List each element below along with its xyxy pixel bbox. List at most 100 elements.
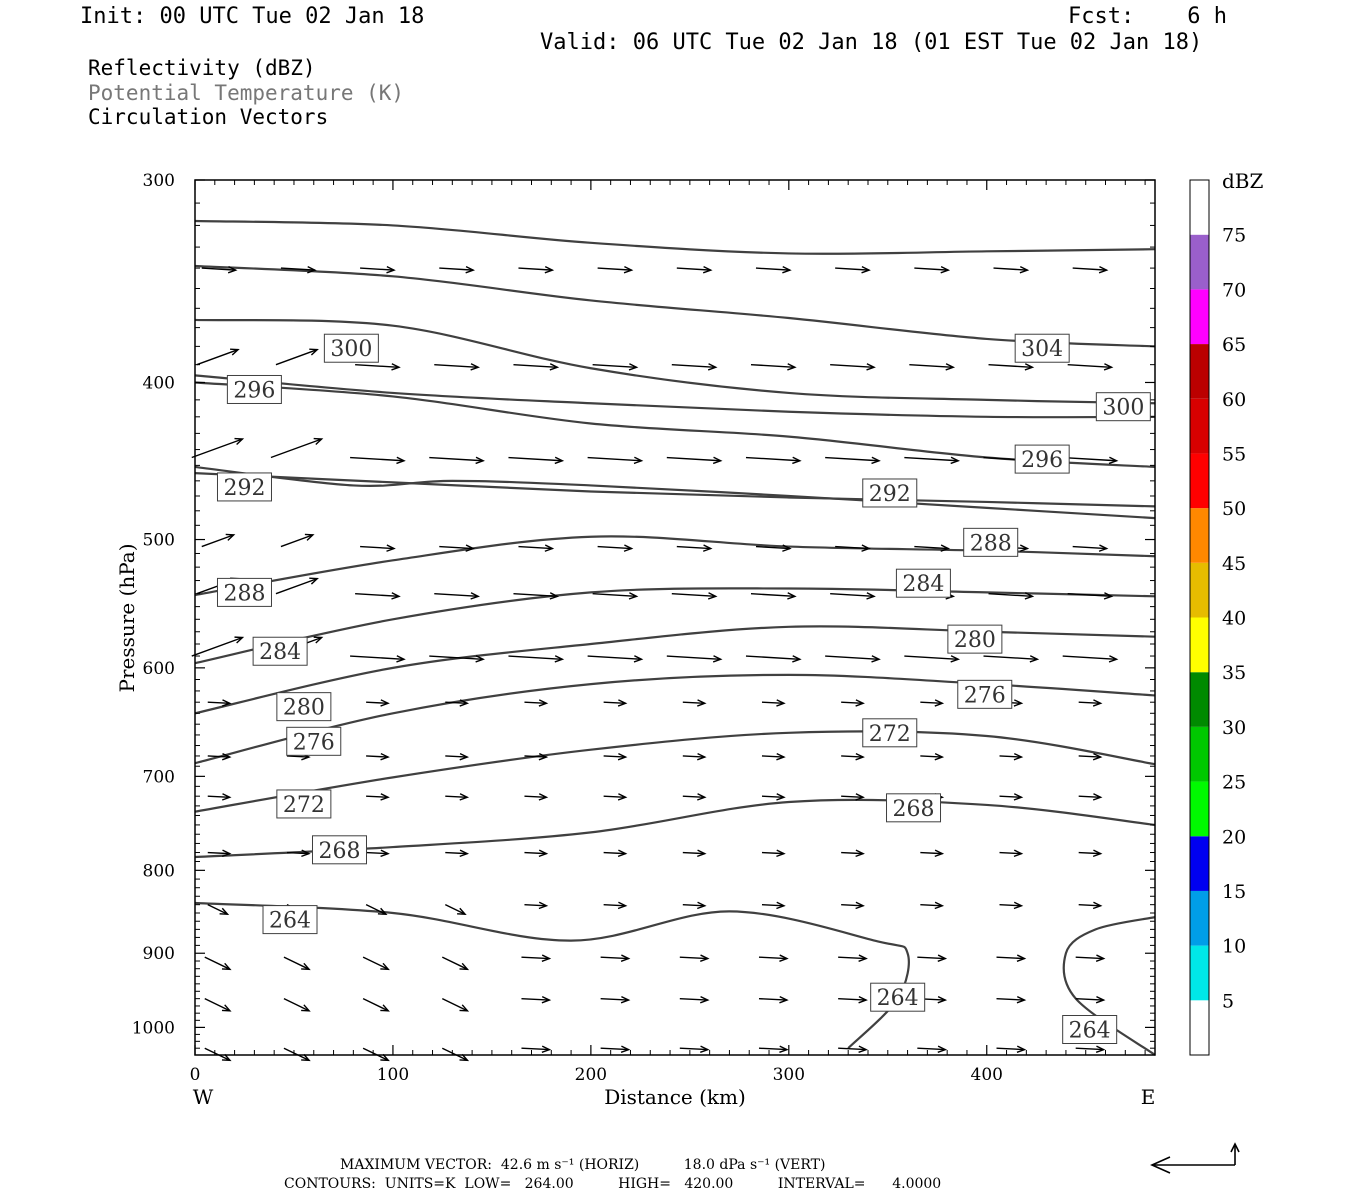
wind-vector bbox=[439, 544, 476, 552]
wind-vector bbox=[1072, 265, 1109, 274]
colorbar-tick-label: 40 bbox=[1222, 608, 1246, 630]
wind-vector bbox=[434, 363, 480, 371]
reference-vector bbox=[1150, 1142, 1240, 1174]
wind-vector bbox=[280, 533, 315, 548]
colorbar-tick-label: 50 bbox=[1222, 498, 1246, 520]
wind-vector bbox=[679, 995, 710, 1004]
wind-vector bbox=[682, 793, 707, 801]
max-vector-caption: MAXIMUM VECTOR: 42.6 m s⁻¹ (HORIZ) 18.0 … bbox=[340, 1157, 826, 1173]
colorbar-segment bbox=[1190, 781, 1209, 837]
colorbar-segment bbox=[1190, 398, 1209, 454]
wind-vector bbox=[1072, 544, 1109, 552]
wind-vector bbox=[521, 995, 552, 1004]
wind-vector bbox=[755, 544, 792, 552]
wind-vector bbox=[745, 655, 802, 663]
wind-vector bbox=[587, 456, 644, 465]
wind-vector bbox=[445, 793, 470, 801]
svg-text:296: 296 bbox=[233, 378, 275, 403]
wind-vector bbox=[996, 954, 1027, 962]
wind-vector bbox=[830, 363, 876, 371]
contour-label-276: 276 bbox=[957, 679, 1013, 709]
colorbar-segment bbox=[1190, 726, 1209, 782]
wind-vector bbox=[600, 954, 631, 962]
wind-vector bbox=[524, 849, 549, 858]
wind-vector bbox=[841, 849, 865, 858]
wind-vector bbox=[920, 901, 945, 910]
y-tick-label: 700 bbox=[143, 767, 175, 787]
field-potential-temperature: Potential Temperature (K) bbox=[88, 81, 405, 105]
wind-vector bbox=[207, 904, 230, 916]
wind-vector bbox=[993, 265, 1030, 274]
wind-vector bbox=[914, 265, 951, 274]
svg-text:284: 284 bbox=[902, 572, 944, 597]
wind-vector bbox=[838, 995, 868, 1004]
x-tick-label: 0 bbox=[190, 1065, 201, 1085]
colorbar-tick-label: 65 bbox=[1222, 334, 1246, 356]
wind-vector bbox=[524, 793, 549, 801]
contour-label-280: 280 bbox=[276, 692, 332, 722]
wind-vector bbox=[283, 998, 311, 1012]
contour-304-line bbox=[194, 264, 1156, 348]
wind-vector bbox=[360, 544, 396, 552]
colorbar-segment bbox=[1190, 836, 1209, 891]
contour-label-264: 264 bbox=[262, 905, 318, 935]
contour-label-292: 292 bbox=[216, 472, 272, 502]
wind-vector bbox=[366, 849, 390, 858]
y-tick-label: 400 bbox=[143, 373, 175, 393]
wind-vector bbox=[682, 699, 707, 707]
wind-vector bbox=[920, 699, 945, 707]
colorbar-tick-label: 5 bbox=[1222, 990, 1234, 1012]
wind-vector bbox=[914, 544, 951, 552]
wind-vector bbox=[671, 592, 718, 600]
svg-text:292: 292 bbox=[223, 476, 265, 501]
wind-vector bbox=[666, 655, 723, 663]
wind-vector bbox=[920, 752, 945, 761]
wind-vector bbox=[603, 901, 628, 910]
wind-vector bbox=[983, 655, 1040, 663]
wind-vector bbox=[355, 592, 401, 600]
colorbar-segment bbox=[1190, 180, 1209, 235]
colorbar-tick-label: 70 bbox=[1222, 279, 1246, 301]
field-circulation-vectors: Circulation Vectors bbox=[88, 105, 329, 129]
wind-vector bbox=[682, 901, 707, 910]
contour-label-288: 288 bbox=[216, 577, 272, 607]
svg-text:264: 264 bbox=[877, 986, 919, 1011]
wind-vector bbox=[1078, 752, 1103, 761]
wind-vector bbox=[1078, 849, 1103, 858]
colorbar-tick-label: 30 bbox=[1222, 717, 1246, 739]
contour-label-276: 276 bbox=[286, 726, 342, 756]
contour-label-296: 296 bbox=[1014, 444, 1070, 474]
svg-text:276: 276 bbox=[964, 683, 1006, 708]
wind-vector bbox=[196, 348, 240, 366]
wind-vector bbox=[830, 592, 876, 600]
contour-296-line bbox=[194, 374, 1156, 419]
wind-vector bbox=[524, 699, 549, 707]
wind-vector bbox=[518, 544, 555, 552]
colorbar-tick-label: 45 bbox=[1222, 553, 1246, 575]
colorbar-segment bbox=[1190, 672, 1209, 727]
wind-vector bbox=[758, 954, 789, 962]
colorbar-tick-label: 10 bbox=[1222, 936, 1246, 958]
wind-vector bbox=[429, 655, 485, 663]
wind-vector bbox=[904, 456, 961, 465]
colorbar-segment bbox=[1190, 562, 1209, 618]
wind-vector bbox=[750, 363, 797, 371]
colorbar-segment bbox=[1190, 508, 1209, 563]
wind-vector bbox=[366, 699, 390, 707]
colorbar-segment bbox=[1190, 344, 1209, 399]
wind-vector bbox=[207, 699, 232, 707]
wind-vector bbox=[603, 752, 628, 761]
colorbar: 5 10 15 20 25 30 35 40 45 50 55 60 65 70 75 bbox=[1189, 179, 1246, 1056]
y-tick-label: 600 bbox=[143, 659, 175, 679]
wind-vector bbox=[835, 544, 871, 552]
x-tick-label: 100 bbox=[377, 1065, 409, 1085]
contour-label-284: 284 bbox=[895, 568, 951, 598]
wind-vector bbox=[444, 904, 467, 916]
wind-vector bbox=[838, 954, 868, 962]
wind-vector bbox=[1075, 954, 1106, 962]
colorbar-segment bbox=[1190, 945, 1209, 1001]
wind-vector bbox=[201, 265, 238, 274]
colorbar-segment bbox=[1190, 234, 1209, 290]
wind-vector bbox=[1067, 592, 1114, 600]
